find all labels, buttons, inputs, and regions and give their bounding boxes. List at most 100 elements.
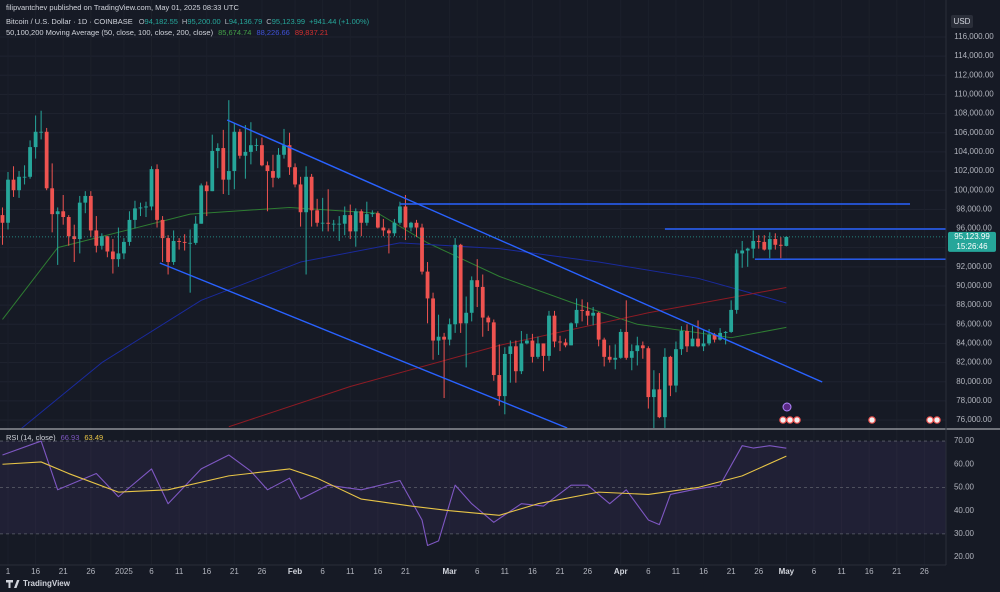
candle-body bbox=[547, 315, 551, 356]
candle-body bbox=[773, 239, 778, 245]
rsi-pane bbox=[2, 440, 787, 547]
candle-body bbox=[375, 213, 380, 228]
candle-body bbox=[690, 338, 695, 347]
candle-body bbox=[436, 336, 441, 341]
candle-body bbox=[778, 244, 783, 246]
candle-body bbox=[359, 211, 364, 223]
x-tick-label: 26 bbox=[583, 567, 592, 576]
candle-body bbox=[657, 389, 662, 418]
y-tick-label: 84,000.00 bbox=[956, 339, 992, 348]
candle-body bbox=[480, 286, 485, 318]
candle-body bbox=[464, 312, 469, 324]
candle-body bbox=[110, 251, 115, 260]
candle-body bbox=[674, 349, 678, 386]
candle-body bbox=[309, 176, 314, 211]
candle-body bbox=[453, 244, 458, 325]
x-tick-label: 11 bbox=[346, 567, 355, 576]
candle-body bbox=[767, 239, 772, 250]
candle-body bbox=[342, 215, 347, 224]
x-tick-label: 21 bbox=[727, 567, 736, 576]
x-tick-label: 16 bbox=[31, 567, 40, 576]
x-tick-label: 6 bbox=[320, 567, 325, 576]
candle-body bbox=[525, 340, 529, 344]
candle-body bbox=[751, 240, 756, 249]
event-icon bbox=[793, 416, 801, 424]
candle-body bbox=[337, 223, 342, 225]
candle-body bbox=[585, 310, 590, 316]
trend-line bbox=[159, 262, 568, 428]
candle-body bbox=[497, 375, 502, 397]
candle-body bbox=[226, 171, 231, 180]
x-tick-label: 21 bbox=[59, 567, 68, 576]
candle-body bbox=[591, 312, 596, 316]
moving-average bbox=[21, 242, 787, 428]
event-icon bbox=[786, 416, 794, 424]
candle-body bbox=[39, 131, 44, 133]
candle-body bbox=[188, 242, 193, 244]
candle-body bbox=[558, 341, 562, 343]
publisher: filipvantchev published on TradingView.c… bbox=[6, 3, 239, 12]
candle-body bbox=[315, 210, 320, 223]
candle-body bbox=[552, 315, 557, 342]
candle-body bbox=[320, 222, 325, 224]
footer: TradingView bbox=[6, 579, 71, 588]
ma-legend: 50,100,200 Moving Average (50, close, 10… bbox=[6, 28, 328, 37]
x-tick-label: 2025 bbox=[115, 567, 133, 576]
x-tick-label: 16 bbox=[699, 567, 708, 576]
x-tick-label: 1 bbox=[6, 567, 11, 576]
countdown: 15:26:46 bbox=[956, 242, 988, 251]
candle-body bbox=[138, 207, 143, 209]
legend-text: +941.44 (+1.00%) bbox=[309, 17, 370, 26]
candle-body bbox=[646, 348, 651, 398]
candle-body bbox=[663, 356, 667, 418]
candle-body bbox=[530, 340, 535, 357]
x-tick-label: 26 bbox=[86, 567, 95, 576]
candle-body bbox=[541, 343, 546, 356]
rsi-tick-label: 60.00 bbox=[954, 459, 975, 468]
candle-body bbox=[215, 148, 220, 151]
legend-text: L bbox=[225, 17, 229, 26]
y-tick-label: 108,000.00 bbox=[954, 109, 995, 118]
candle-body bbox=[193, 223, 198, 243]
candle-body bbox=[326, 222, 331, 224]
x-tick-label: Feb bbox=[288, 567, 302, 576]
x-tick-label: 21 bbox=[556, 567, 565, 576]
candle-body bbox=[629, 351, 634, 358]
candle-body bbox=[712, 334, 717, 340]
event-icon bbox=[779, 416, 787, 424]
price-pane bbox=[0, 100, 946, 428]
candle-body bbox=[596, 312, 601, 340]
legend-text: 88,226.66 bbox=[256, 28, 289, 37]
candle-body bbox=[94, 230, 99, 246]
y-tick-label: 80,000.00 bbox=[956, 377, 992, 386]
legend-text: 95,200.00 bbox=[187, 17, 220, 26]
y-tick-label: 112,000.00 bbox=[954, 70, 994, 79]
legend-text: 94,182.55 bbox=[145, 17, 178, 26]
legend-line: Bitcoin / U.S. Dollar · 1D · COINBASE O94… bbox=[6, 17, 370, 26]
candle-body bbox=[370, 213, 375, 215]
y-tick-label: 88,000.00 bbox=[956, 300, 992, 309]
price-tag-value: 95,123.99 bbox=[954, 232, 990, 241]
candle-body bbox=[679, 330, 684, 350]
candle-body bbox=[298, 184, 303, 213]
candle-body bbox=[740, 250, 745, 254]
x-tick-label: Mar bbox=[443, 567, 457, 576]
candle-body bbox=[221, 148, 226, 180]
candle-body bbox=[762, 241, 767, 250]
candle-body bbox=[304, 176, 308, 213]
rsi-line bbox=[2, 455, 787, 516]
legend-text: 63.49 bbox=[84, 433, 103, 442]
candle-body bbox=[287, 145, 292, 168]
candle-body bbox=[729, 309, 734, 332]
candle-body bbox=[381, 227, 386, 231]
candle-body bbox=[171, 240, 176, 263]
candle-body bbox=[276, 154, 281, 178]
event-icon bbox=[782, 402, 792, 412]
candle-body bbox=[155, 169, 159, 220]
x-tick-label: 26 bbox=[754, 567, 763, 576]
candle-body bbox=[28, 147, 32, 177]
candle-body bbox=[486, 317, 491, 323]
candle-body bbox=[177, 240, 182, 242]
